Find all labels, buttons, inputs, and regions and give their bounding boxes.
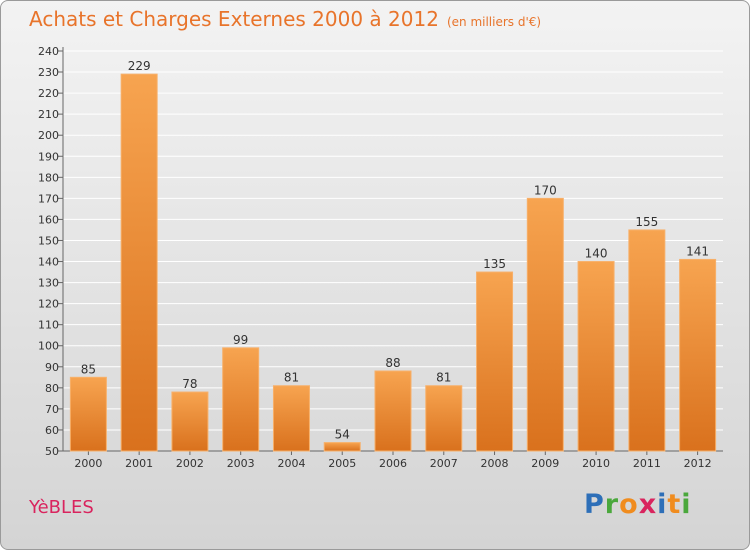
- bar: [526, 197, 564, 452]
- y-tick-label: 120: [38, 298, 59, 311]
- x-tick-label: 2011: [633, 457, 661, 470]
- data-label: 229: [128, 59, 151, 73]
- data-label: 81: [436, 371, 451, 385]
- y-tick-label: 240: [38, 45, 59, 58]
- y-tick-label: 200: [38, 129, 59, 142]
- logo-letter: i: [657, 489, 668, 520]
- y-tick-label: 100: [38, 340, 59, 353]
- data-label: 141: [686, 244, 709, 258]
- x-tick-label: 2003: [227, 457, 255, 470]
- bar: [577, 261, 615, 452]
- bar: [171, 391, 209, 452]
- y-tick-label: 90: [45, 361, 59, 374]
- x-tick-label: 2007: [430, 457, 458, 470]
- data-label: 140: [585, 247, 608, 261]
- data-label: 99: [233, 333, 248, 347]
- logo-letter: o: [619, 489, 639, 520]
- commune-name: YèBLES: [29, 497, 94, 518]
- x-tick-label: 2004: [277, 457, 305, 470]
- y-tick-label: 230: [38, 66, 59, 79]
- data-label: 85: [81, 362, 96, 376]
- x-tick-label: 2005: [328, 457, 356, 470]
- bar: [476, 271, 514, 452]
- logo-letter: x: [638, 489, 658, 520]
- chart-title: Achats et Charges Externes 2000 à 2012 (e…: [29, 7, 541, 31]
- x-tick-label: 2008: [481, 457, 509, 470]
- data-label: 135: [483, 257, 506, 271]
- y-tick-label: 150: [38, 234, 59, 247]
- y-tick-label: 160: [38, 213, 59, 226]
- x-tick-label: 2001: [125, 457, 153, 470]
- logo-letter: t: [667, 489, 682, 520]
- y-tick-label: 110: [38, 319, 59, 332]
- bar: [69, 376, 107, 452]
- y-tick-label: 190: [38, 150, 59, 163]
- proxiti-logo: Proxiti: [584, 489, 692, 520]
- y-tick-label: 140: [38, 256, 59, 269]
- y-tick-label: 60: [45, 424, 59, 437]
- data-label: 78: [182, 377, 197, 391]
- logo-letter: P: [584, 489, 605, 520]
- x-tick-label: 2000: [74, 457, 102, 470]
- bar: [272, 385, 310, 452]
- y-tick-label: 50: [45, 445, 59, 458]
- y-tick-label: 210: [38, 108, 59, 121]
- data-label: 155: [635, 215, 658, 229]
- y-tick-label: 180: [38, 171, 59, 184]
- bar: [425, 385, 463, 452]
- x-tick-label: 2012: [684, 457, 712, 470]
- logo-letter: i: [681, 489, 692, 520]
- data-label: 81: [284, 371, 299, 385]
- y-tick-label: 80: [45, 382, 59, 395]
- x-tick-label: 2006: [379, 457, 407, 470]
- y-tick-label: 130: [38, 277, 59, 290]
- bar: [628, 229, 666, 452]
- bars: [69, 73, 717, 452]
- data-label: 170: [534, 183, 557, 197]
- x-tick-label: 2009: [531, 457, 559, 470]
- y-tick-label: 220: [38, 87, 59, 100]
- x-tick-label: 2010: [582, 457, 610, 470]
- labels: 50 60 70 80 90 100 110 120 130 140 150 160 170 180 190…: [38, 45, 712, 470]
- y-tick-label: 170: [38, 192, 59, 205]
- logo-letter: r: [604, 489, 620, 520]
- bar: [374, 370, 412, 452]
- data-label: 88: [385, 356, 400, 370]
- bar: [120, 73, 158, 452]
- chart-title-text: Achats et Charges Externes 2000 à 2012: [29, 7, 439, 31]
- bar: [222, 347, 260, 452]
- chart-subtitle: (en milliers d'€): [446, 15, 542, 29]
- x-tick-label: 2002: [176, 457, 204, 470]
- y-tick-label: 70: [45, 403, 59, 416]
- bar: [679, 258, 717, 452]
- data-label: 54: [335, 428, 350, 442]
- bar: [323, 442, 361, 452]
